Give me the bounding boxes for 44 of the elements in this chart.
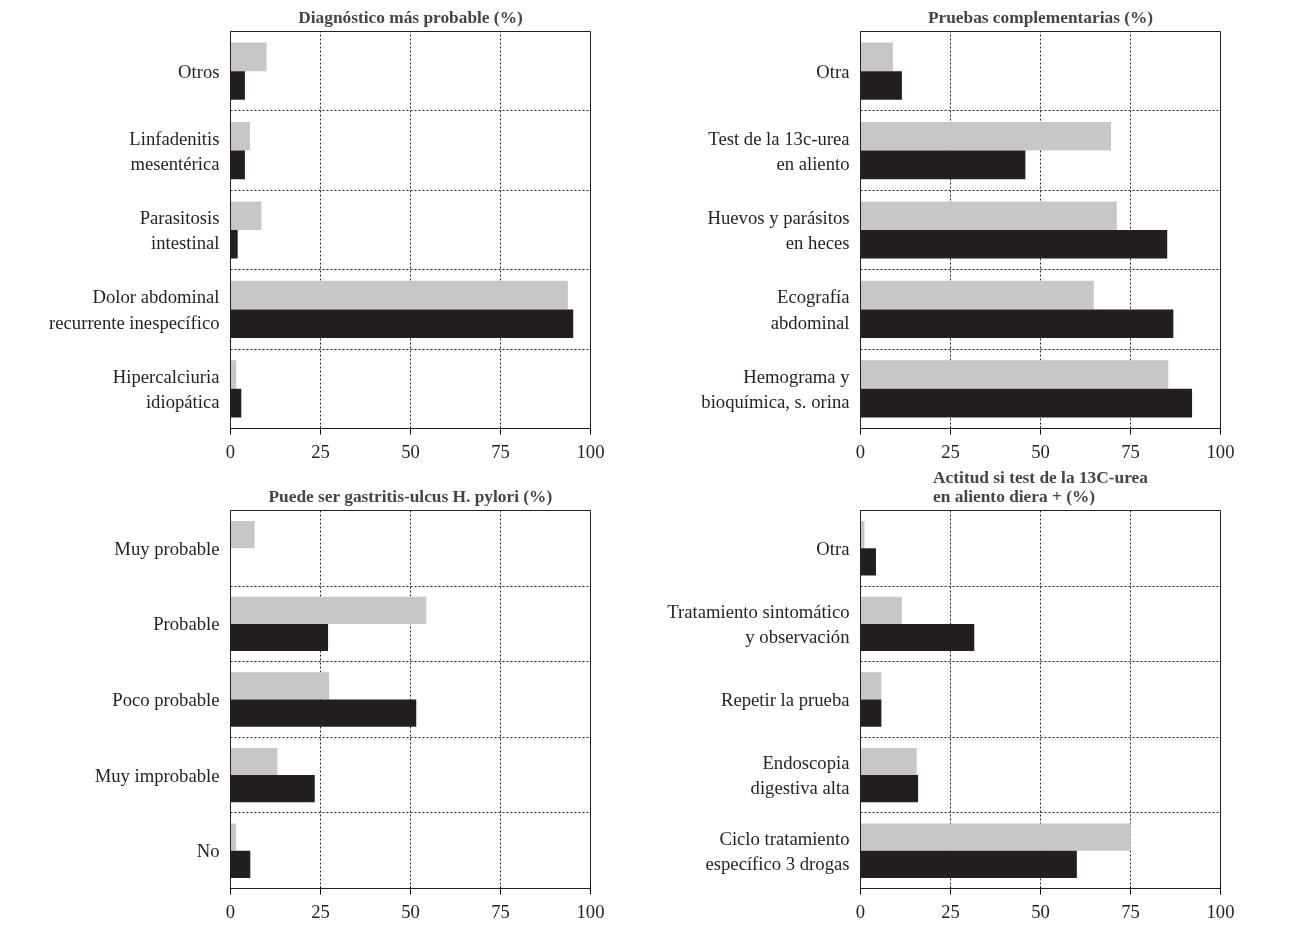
x-tick-label: 50	[1031, 440, 1050, 462]
x-tick-label: 25	[941, 900, 960, 922]
x-tick-label: 75	[1121, 440, 1140, 462]
y-tick-label: Parasitosis intestinal	[139, 206, 220, 254]
chart-title: Actitud si test de la 13C-urea en aliento diera + (%)	[933, 467, 1149, 506]
y-tick-label: Hipercalciuria idiopática	[112, 365, 221, 412]
y-tick-label: Otra	[816, 60, 851, 82]
x-tick-label: 0	[225, 900, 236, 922]
y-tick-label: Huevos y parásitos en heces	[707, 206, 850, 254]
x-tick-label: 100	[1206, 900, 1235, 922]
y-tick-label: Hemograma y bioquímica, s. orina	[701, 365, 851, 412]
x-tick-label: 100	[576, 900, 605, 922]
x-tick-label: 100	[576, 440, 605, 462]
x-tick-label: 25	[311, 900, 330, 922]
chart-title: Diagnóstico más probable (%)	[298, 7, 523, 27]
y-tick-label: Tratamiento sintomático y observación	[667, 600, 851, 647]
chart-title: Puede ser gastritis-ulcus H. pylori (%)	[268, 486, 553, 506]
x-tick-label: 0	[855, 900, 866, 922]
y-tick-label: Ciclo tratamiento específico 3 drogas	[705, 827, 850, 874]
x-tick-label: 0	[855, 440, 866, 462]
y-tick-label: Muy improbable	[94, 764, 220, 786]
x-tick-label: 100	[1206, 440, 1235, 462]
x-tick-label: 75	[1121, 900, 1140, 922]
y-tick-label: Test de la 13c-urea en aliento	[708, 127, 851, 174]
x-tick-label: 50	[401, 900, 420, 922]
y-tick-label: Poco probable	[112, 689, 220, 710]
y-tick-label: Otros	[178, 60, 220, 82]
y-tick-label: No	[196, 840, 220, 862]
chart-title: Pruebas complementarias (%)	[927, 7, 1154, 27]
y-tick-label: Ecografía abdominal	[770, 286, 851, 333]
x-tick-label: 0	[225, 440, 236, 462]
y-tick-label: Endoscopia digestiva alta	[750, 752, 851, 799]
x-tick-label: 75	[491, 900, 510, 922]
y-tick-label: Otra	[816, 537, 851, 559]
x-tick-label: 75	[491, 440, 510, 462]
y-tick-label: Probable	[153, 613, 220, 635]
x-tick-label: 50	[401, 440, 420, 462]
x-tick-label: 25	[311, 440, 330, 462]
y-tick-label: Dolor abdominal recurrente inespecífico	[49, 286, 220, 333]
y-tick-label: Repetir la prueba	[721, 689, 851, 710]
x-tick-label: 50	[1031, 900, 1050, 922]
x-tick-label: 25	[941, 440, 960, 462]
y-tick-label: Muy probable	[114, 537, 220, 559]
y-tick-label: Linfadenitis mesentérica	[129, 127, 221, 174]
